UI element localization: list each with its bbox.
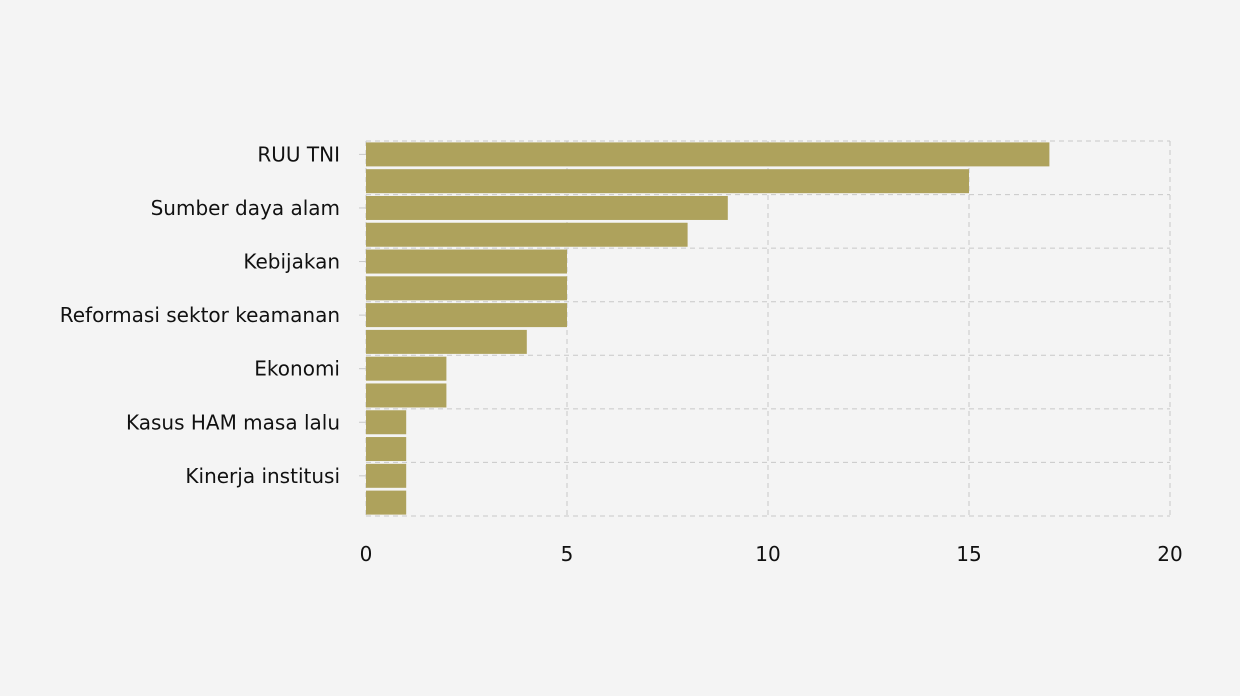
x-tick-label: 10 [755, 542, 780, 566]
bar [366, 142, 1050, 167]
bar [366, 222, 688, 247]
bar [366, 276, 567, 301]
x-tick-label: 5 [561, 542, 574, 566]
y-tick-label: Sumber daya alam [151, 196, 340, 220]
x-tick-label: 0 [360, 542, 373, 566]
bar [366, 463, 407, 488]
bar [366, 329, 527, 354]
bar [366, 383, 447, 408]
bar [366, 303, 567, 328]
x-tick-label: 15 [956, 542, 981, 566]
grid [365, 140, 1171, 517]
bar [366, 249, 567, 274]
y-tick-label: Ekonomi [254, 357, 340, 381]
x-axis-labels: 0 5 10 15 20 [360, 542, 1183, 566]
y-tick-label: Reformasi sektor keamanan [60, 303, 340, 327]
bars [366, 142, 1050, 515]
bar [366, 356, 447, 381]
x-tick-label: 20 [1157, 542, 1182, 566]
y-tick-label: Kasus HAM masa lalu [126, 410, 340, 434]
bar [366, 490, 407, 515]
y-axis-labels: RUU TNI Sumber daya alam Kebijakan Reformas… [60, 142, 366, 488]
bar [366, 195, 728, 220]
y-tick-label: Kebijakan [243, 250, 340, 274]
y-tick-label: RUU TNI [257, 142, 340, 166]
y-tick-label: Kinerja institusi [185, 464, 340, 488]
bar [366, 410, 407, 435]
bar [366, 169, 969, 194]
bar [366, 437, 407, 462]
